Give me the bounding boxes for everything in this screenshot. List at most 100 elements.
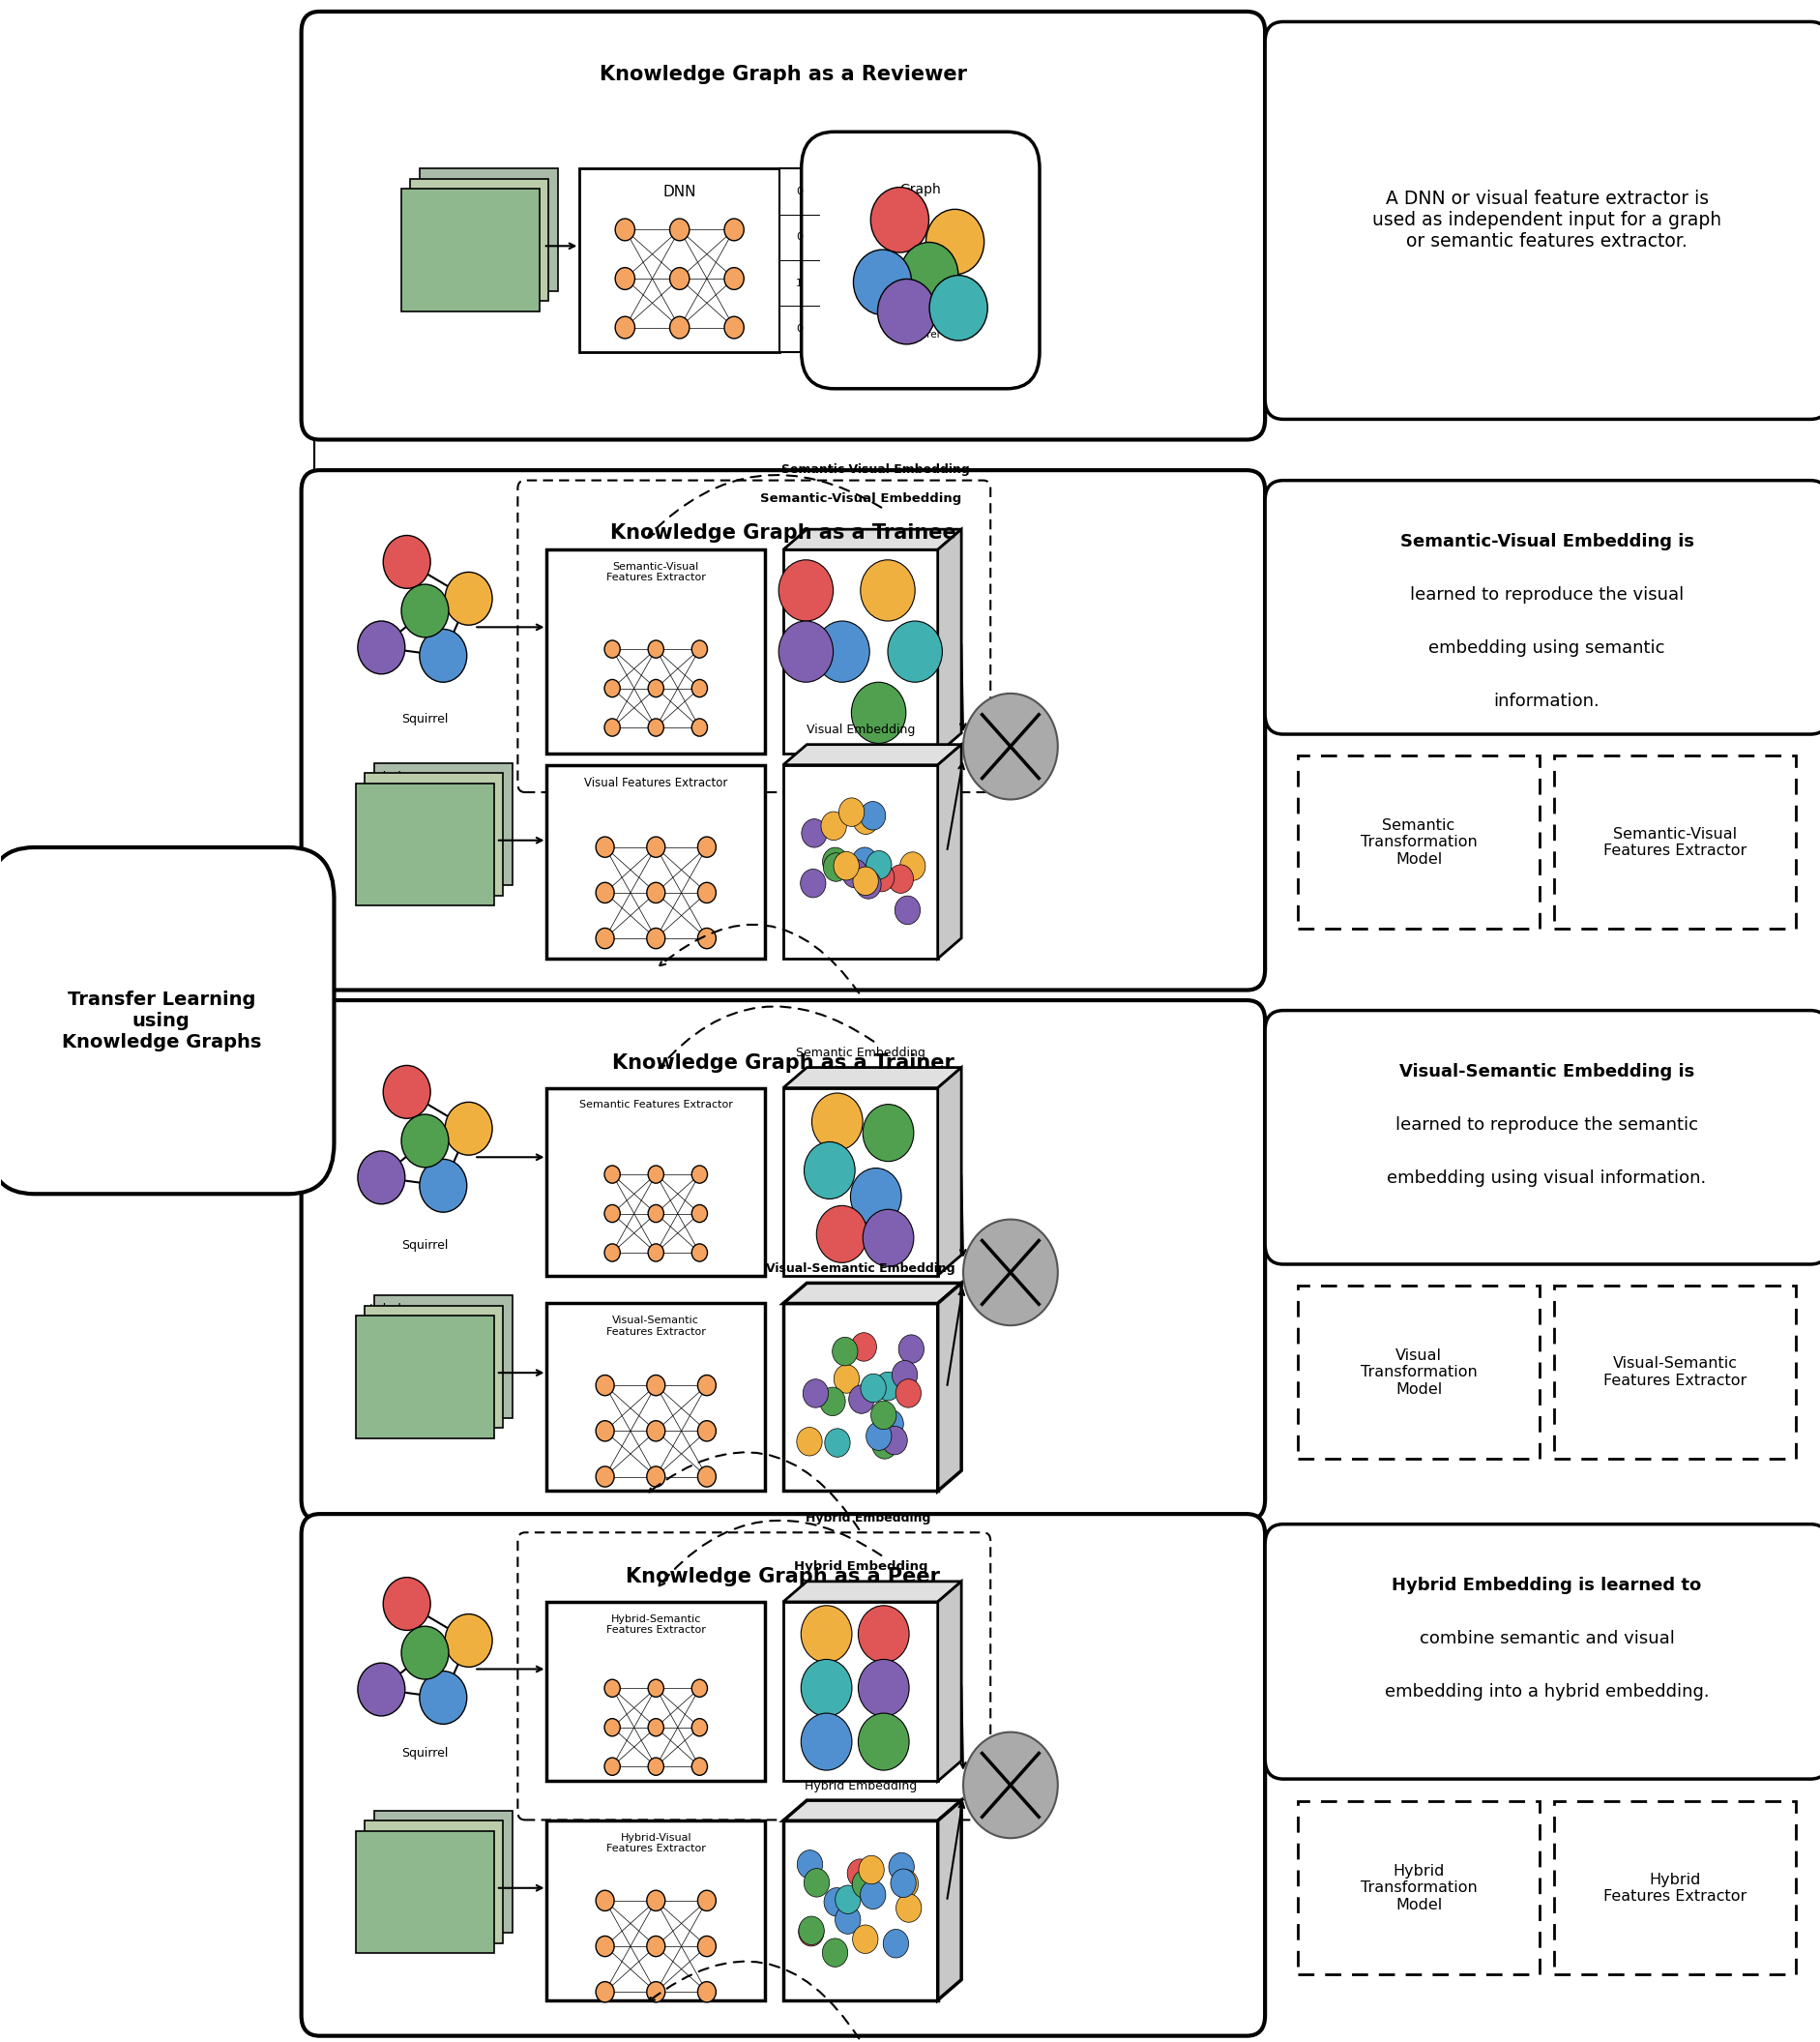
- Circle shape: [419, 629, 466, 682]
- Text: Squirrel: Squirrel: [402, 713, 448, 725]
- Bar: [1298, 756, 1538, 929]
- Circle shape: [692, 1205, 706, 1223]
- Text: A DNN or visual feature extractor is
used as independent input for a graph
or se: A DNN or visual feature extractor is use…: [1372, 190, 1720, 251]
- Circle shape: [803, 1378, 828, 1407]
- Circle shape: [648, 1166, 664, 1182]
- Circle shape: [859, 1856, 885, 1885]
- Circle shape: [692, 1166, 706, 1182]
- Text: Squirrel: Squirrel: [402, 1746, 448, 1758]
- Bar: [783, 766, 937, 958]
- Circle shape: [779, 621, 834, 682]
- Circle shape: [357, 1662, 404, 1715]
- Bar: [1298, 1286, 1538, 1458]
- Text: learned to reproduce the semantic: learned to reproduce the semantic: [1394, 1117, 1698, 1133]
- Circle shape: [648, 1244, 664, 1262]
- Text: Squirrel: Squirrel: [901, 331, 939, 339]
- Circle shape: [812, 1092, 863, 1150]
- FancyBboxPatch shape: [300, 1001, 1265, 1519]
- Bar: [410, 180, 548, 300]
- Text: learned to reproduce the visual: learned to reproduce the visual: [1409, 586, 1684, 604]
- Text: Labels: Labels: [369, 1824, 408, 1838]
- Circle shape: [382, 1066, 430, 1119]
- Circle shape: [357, 621, 404, 674]
- FancyBboxPatch shape: [300, 470, 1265, 990]
- Circle shape: [444, 1613, 491, 1666]
- Bar: [579, 169, 779, 351]
- Circle shape: [382, 1576, 430, 1630]
- Text: Transfer Learning
using
Knowledge Graphs: Transfer Learning using Knowledge Graphs: [62, 990, 260, 1052]
- Text: Graph: Graph: [899, 184, 941, 196]
- Circle shape: [697, 1421, 715, 1442]
- Text: embedding using visual information.: embedding using visual information.: [1387, 1170, 1705, 1186]
- Circle shape: [799, 1915, 824, 1944]
- Polygon shape: [783, 1801, 961, 1821]
- Circle shape: [804, 1868, 828, 1897]
- Text: Knowledge Graph as a Peer: Knowledge Graph as a Peer: [626, 1566, 939, 1587]
- Circle shape: [859, 800, 885, 829]
- Polygon shape: [783, 1068, 961, 1088]
- Circle shape: [595, 1421, 613, 1442]
- Text: Semantic Embedding: Semantic Embedding: [795, 1048, 925, 1060]
- Circle shape: [963, 1732, 1057, 1838]
- Bar: [1552, 756, 1795, 929]
- Circle shape: [852, 866, 877, 894]
- Bar: [546, 1821, 764, 1999]
- Circle shape: [595, 1936, 613, 1956]
- Circle shape: [697, 929, 715, 950]
- Circle shape: [595, 929, 613, 950]
- Circle shape: [861, 560, 914, 621]
- Text: Visual Features Extractor: Visual Features Extractor: [584, 778, 728, 790]
- Circle shape: [841, 860, 866, 888]
- Text: Visual-Semantic Embedding is: Visual-Semantic Embedding is: [1398, 1064, 1694, 1080]
- Circle shape: [648, 680, 664, 696]
- FancyBboxPatch shape: [1265, 1523, 1820, 1779]
- Text: Squirrel: Squirrel: [402, 1239, 448, 1252]
- Polygon shape: [937, 529, 961, 753]
- Circle shape: [890, 1868, 915, 1897]
- Text: Knowledge Graph as a Trainer: Knowledge Graph as a Trainer: [612, 1054, 954, 1072]
- Circle shape: [779, 560, 834, 621]
- Circle shape: [697, 1981, 715, 2003]
- Text: Hybrid
Transformation
Model: Hybrid Transformation Model: [1360, 1864, 1476, 1911]
- Circle shape: [697, 1374, 715, 1395]
- Text: Hybrid Embedding: Hybrid Embedding: [804, 1779, 915, 1793]
- Polygon shape: [937, 745, 961, 958]
- Circle shape: [670, 218, 690, 241]
- Circle shape: [835, 1885, 861, 1913]
- Circle shape: [872, 1429, 897, 1458]
- Circle shape: [724, 218, 744, 241]
- Circle shape: [854, 249, 912, 314]
- Bar: [783, 549, 937, 753]
- Circle shape: [595, 1466, 613, 1487]
- Circle shape: [697, 882, 715, 903]
- Circle shape: [646, 837, 664, 858]
- Circle shape: [604, 719, 621, 737]
- Circle shape: [419, 1670, 466, 1723]
- Text: combine semantic and visual: combine semantic and visual: [1418, 1630, 1674, 1648]
- Circle shape: [692, 641, 706, 658]
- Circle shape: [400, 584, 448, 637]
- Bar: [1298, 1801, 1538, 1975]
- FancyBboxPatch shape: [801, 133, 1039, 388]
- Circle shape: [604, 1719, 621, 1736]
- Circle shape: [646, 1981, 664, 2003]
- Bar: [546, 549, 764, 753]
- Circle shape: [839, 798, 865, 827]
- Bar: [546, 1601, 764, 1781]
- Text: Knowledge Graph as a Trainee: Knowledge Graph as a Trainee: [610, 523, 956, 543]
- Circle shape: [824, 1429, 850, 1458]
- Polygon shape: [937, 1581, 961, 1781]
- Circle shape: [925, 208, 983, 274]
- Bar: [364, 774, 502, 894]
- Text: Hybrid
Features Extractor: Hybrid Features Extractor: [1603, 1873, 1745, 1903]
- Circle shape: [801, 1713, 852, 1770]
- Text: embedding using semantic: embedding using semantic: [1429, 639, 1663, 658]
- Polygon shape: [783, 745, 961, 766]
- Circle shape: [804, 1141, 855, 1199]
- Text: Knowledge Graph as a Reviewer: Knowledge Graph as a Reviewer: [599, 65, 966, 84]
- Circle shape: [797, 1850, 823, 1879]
- Circle shape: [857, 1713, 908, 1770]
- Circle shape: [823, 847, 848, 876]
- Bar: [546, 1303, 764, 1491]
- Circle shape: [883, 1930, 908, 1958]
